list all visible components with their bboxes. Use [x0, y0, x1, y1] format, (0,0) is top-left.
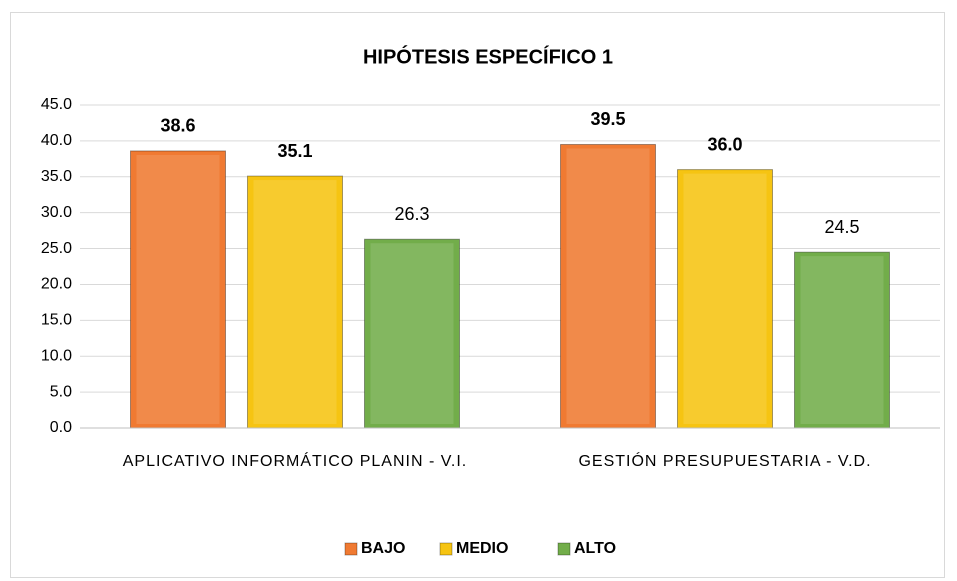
value-label: 26.3: [394, 204, 429, 224]
bar-shine: [566, 148, 650, 424]
bar-shine: [370, 243, 454, 424]
y-tick-label: 45.0: [41, 96, 72, 113]
legend-label: BAJO: [361, 540, 405, 557]
bar-shine: [683, 173, 767, 424]
bar: [130, 150, 226, 429]
value-label: 24.5: [824, 217, 859, 237]
y-tick-label: 35.0: [41, 168, 72, 185]
legend-swatch: [439, 542, 453, 556]
y-tick-label: 5.0: [50, 383, 72, 400]
y-tick-label: 40.0: [41, 132, 72, 149]
y-tick-label: 25.0: [41, 240, 72, 257]
value-label: 39.5: [590, 109, 625, 129]
y-tick-label: 10.0: [41, 347, 72, 364]
bar: [560, 143, 656, 429]
legend-label: ALTO: [574, 540, 616, 557]
x-tick-label: GESTIÓN PRESUPUESTARIA - V.D.: [578, 453, 872, 470]
value-label: 35.1: [277, 141, 312, 161]
y-tick-label: 15.0: [41, 312, 72, 329]
value-label: 38.6: [160, 116, 195, 136]
legend-swatch: [557, 542, 571, 556]
bar-shine: [136, 154, 220, 424]
x-tick-label: APLICATIVO INFORMÁTICO PLANIN - V.I.: [122, 453, 468, 470]
legend-label: MEDIO: [456, 540, 508, 557]
y-tick-label: 30.0: [41, 204, 72, 221]
bar: [677, 169, 773, 429]
legend-swatch: [344, 542, 358, 556]
bar-shine: [800, 256, 884, 424]
y-tick-label: 0.0: [50, 419, 72, 436]
bar: [364, 238, 460, 429]
chart-title: HIPÓTESIS ESPECÍFICO 1: [363, 44, 613, 68]
bar: [794, 251, 890, 429]
bar-shine: [253, 180, 337, 424]
value-label: 36.0: [707, 134, 742, 154]
y-tick-label: 20.0: [41, 276, 72, 293]
